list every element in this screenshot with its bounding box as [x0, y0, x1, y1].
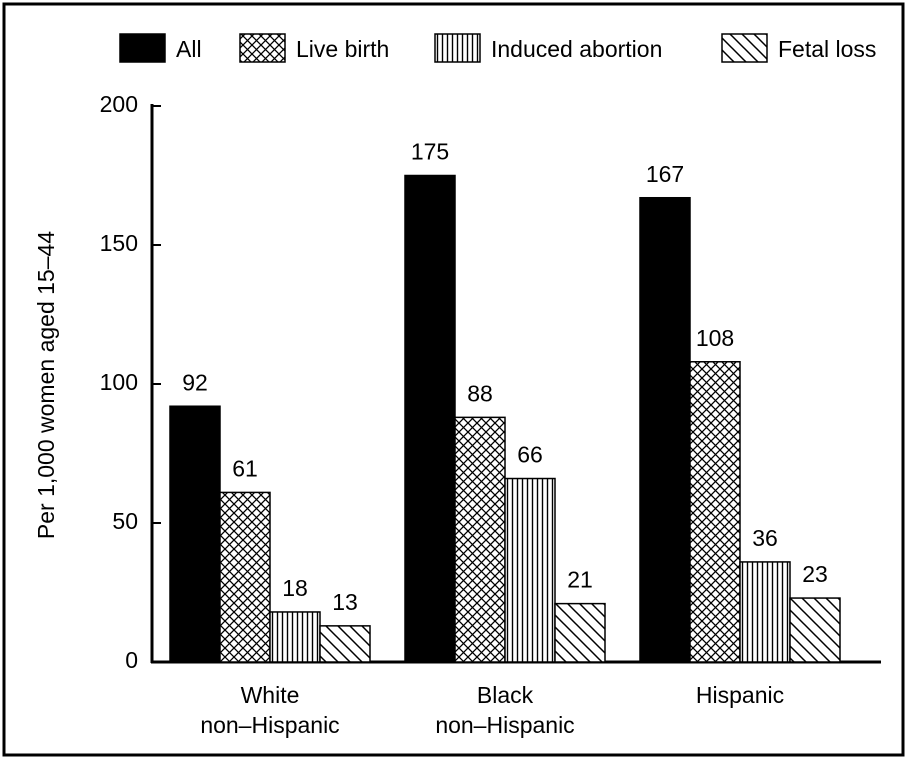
legend-label: Live birth	[296, 36, 389, 62]
legend-label: Induced abortion	[491, 36, 662, 62]
bar	[404, 174, 456, 663]
bar	[269, 611, 321, 663]
data-label: 108	[696, 325, 734, 351]
bar	[454, 416, 506, 663]
bar	[789, 597, 841, 663]
y-tick-label: 0	[125, 647, 138, 673]
bar	[639, 196, 691, 663]
y-tick-label: 200	[100, 91, 138, 117]
data-label: 88	[467, 380, 493, 406]
data-label: 167	[646, 161, 684, 187]
legend-swatch	[721, 33, 768, 63]
data-label: 92	[182, 369, 208, 395]
legend-swatch	[239, 33, 286, 63]
x-tick-label: White non–Hispanic	[200, 682, 340, 738]
data-label: 21	[567, 567, 593, 593]
y-tick-label: 50	[112, 508, 138, 534]
x-tick-label: Black non–Hispanic	[435, 682, 575, 738]
bar	[689, 361, 741, 663]
data-label: 175	[411, 139, 449, 165]
data-label: 13	[332, 589, 358, 615]
bar	[169, 405, 221, 663]
legend-label: All	[176, 36, 202, 62]
legend-label: Fetal loss	[778, 36, 876, 62]
y-axis-label: Per 1,000 women aged 15–44	[33, 231, 59, 539]
legend-swatch	[434, 33, 481, 63]
bar	[504, 477, 556, 663]
bar	[554, 602, 606, 663]
data-label: 61	[232, 455, 258, 481]
bar	[219, 491, 271, 663]
data-label: 66	[517, 442, 543, 468]
legend-swatch	[119, 33, 166, 63]
bar	[739, 561, 791, 663]
data-label: 23	[802, 561, 828, 587]
x-tick-label: Hispanic	[695, 682, 785, 708]
y-tick-label: 100	[100, 369, 138, 395]
y-tick-label: 150	[100, 230, 138, 256]
bar	[319, 625, 371, 663]
data-label: 18	[282, 575, 308, 601]
data-label: 36	[752, 525, 778, 551]
